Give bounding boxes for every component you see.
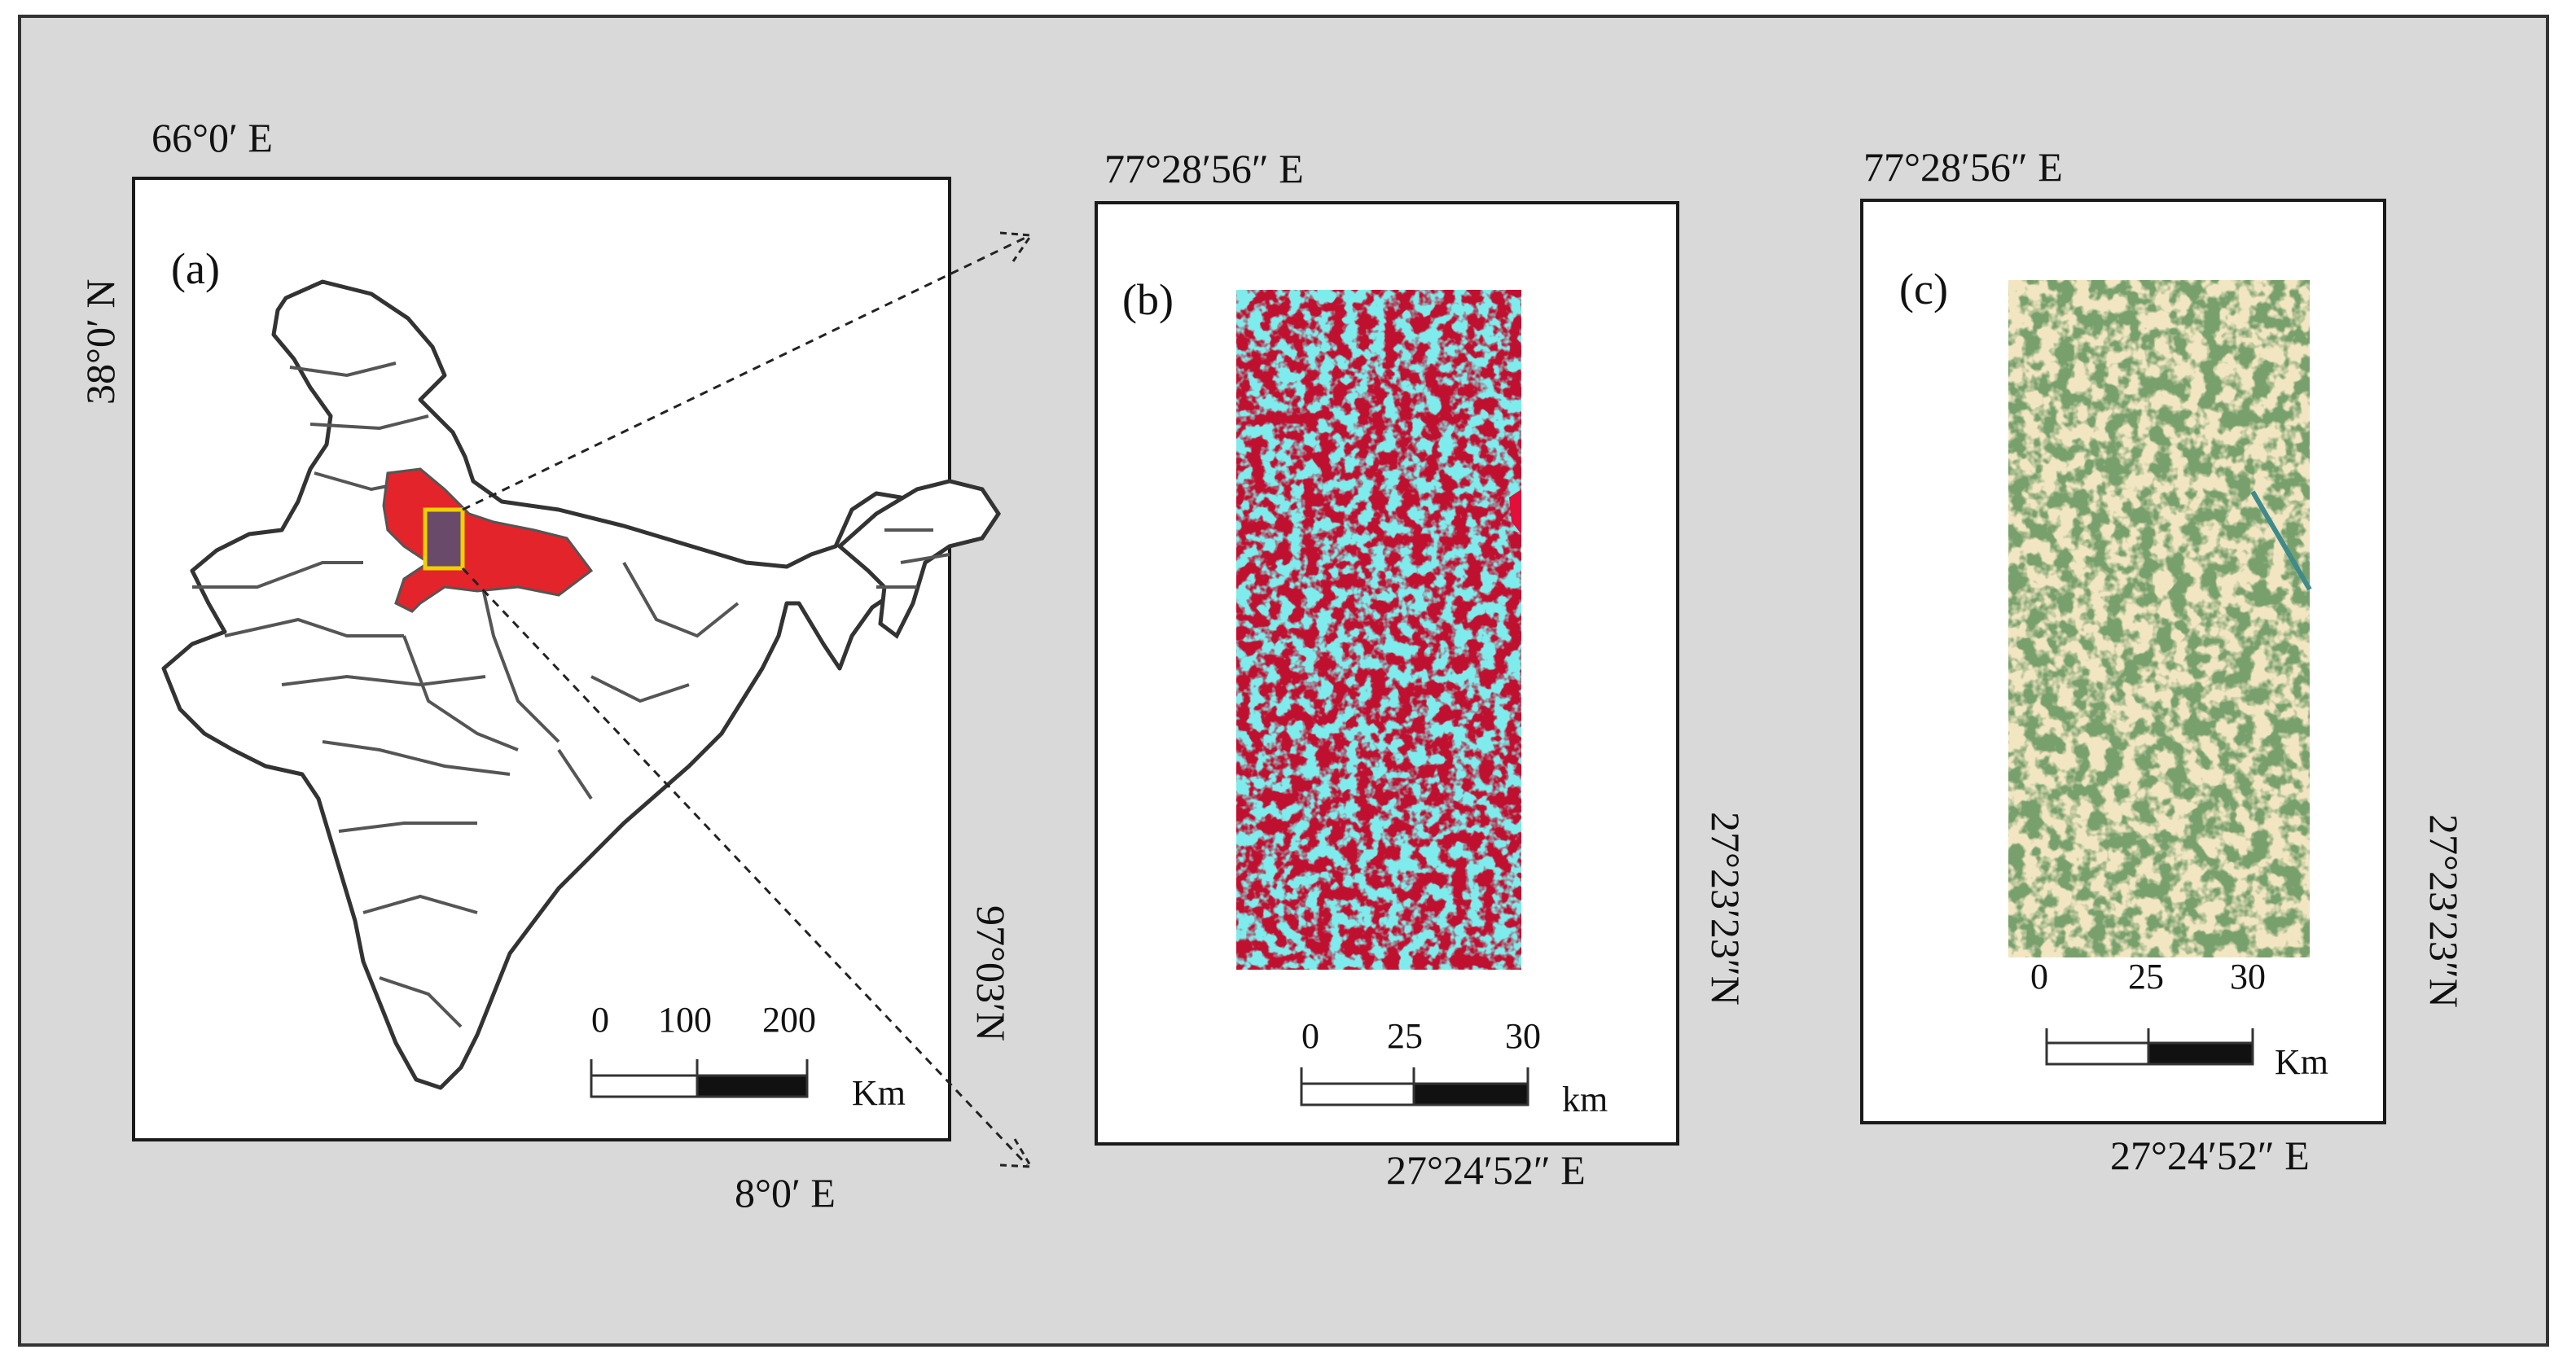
panel-a-india-map: (a) [132,177,1033,1168]
panel-c-coord-bottom: 27°24′52″ E [2110,1133,2310,1178]
study-area-box [423,507,465,571]
figure-frame: 66°0′ E 38°0′ N 8°0′ E 97°03′N (a) [18,15,2549,1347]
panel-a-coord-bottom: 8°0′ E [735,1170,836,1216]
false-color-image [1236,290,1521,970]
scale-a-unit: Km [852,1073,906,1113]
scale-bar-b [1300,1067,1529,1106]
india-map [161,231,1033,1168]
scale-c-unit: Km [2275,1042,2328,1082]
arrowhead-lower [999,1138,1033,1168]
panel-b-coord-right: 27°23′23″N [1703,812,1749,1006]
scale-b-tick-1: 25 [1387,1016,1423,1056]
scale-bar-a [590,1059,809,1098]
panel-a-label: (a) [171,244,220,293]
scale-a-tick-1: 100 [658,1000,712,1040]
scale-a-tick-2: 200 [762,1000,816,1040]
panel-c-coord-right: 27°23′23″N [2421,814,2467,1008]
true-color-image [2008,280,2312,957]
panel-a-coord-top: 66°0′ E [151,115,273,160]
india-outline [161,279,919,1090]
panel-c-coord-top: 77°28′56″ E [1863,144,2063,190]
panel-b-false-color: (b) 0 25 30 km [1095,201,1679,1146]
scale-a-tick-0: 0 [591,1000,609,1040]
leader-line-upper [462,235,1028,511]
highlighted-state [382,467,594,613]
leader-line-lower [461,567,1029,1167]
scale-c-tick-0: 0 [2030,957,2048,997]
scale-b-unit: km [1562,1080,1608,1119]
scale-c-tick-1: 25 [2128,957,2164,997]
scale-bar-c [2045,1028,2254,1066]
panel-b-label: (b) [1122,275,1174,324]
scale-b-tick-0: 0 [1301,1016,1319,1056]
panel-c-label: (c) [1899,265,1948,313]
scale-b-tick-2: 30 [1505,1016,1541,1056]
scale-c-tick-2: 30 [2230,957,2266,997]
panel-b-coord-top: 77°28′56″ E [1104,146,1304,191]
panel-b-coord-bottom: 27°24′52″ E [1386,1147,1586,1193]
panel-a-coord-left: 38°0′ N [77,278,123,405]
panel-a-coord-right: 97°03′N [968,905,1014,1042]
panel-c-true-color: (c) 0 25 30 Km [1860,199,2386,1124]
